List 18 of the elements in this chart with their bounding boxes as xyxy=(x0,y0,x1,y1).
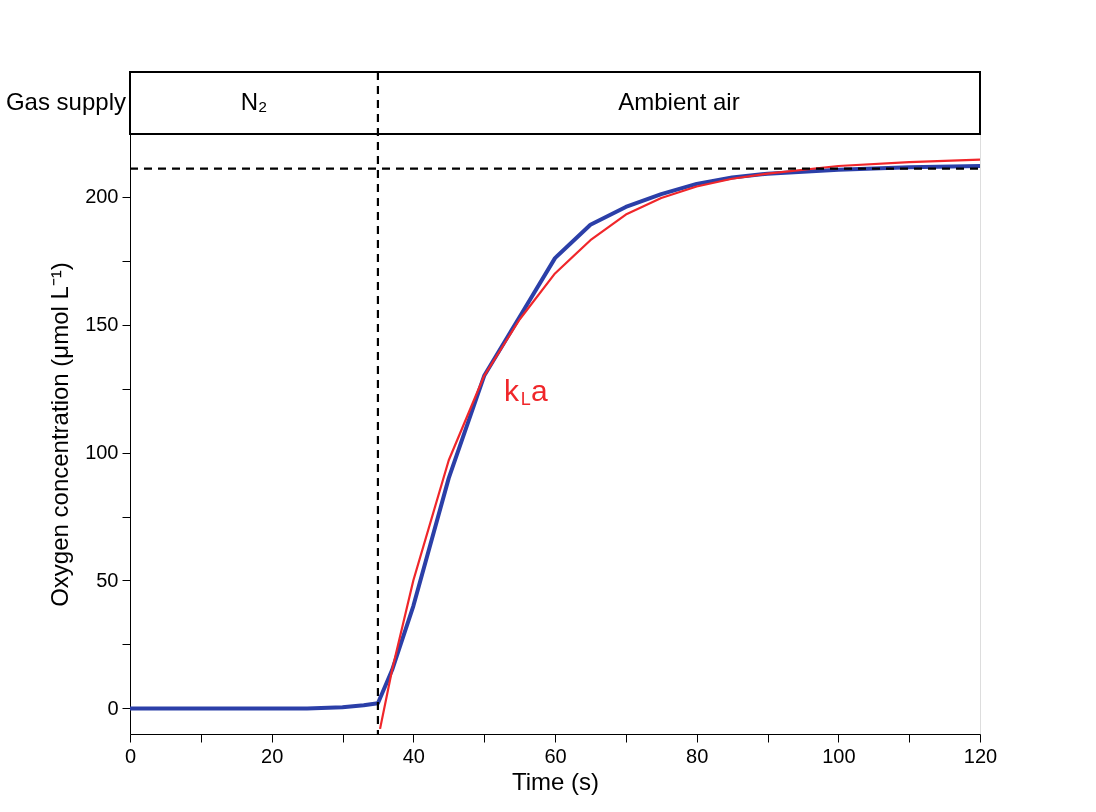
text: Ambient air xyxy=(618,88,740,115)
x-tick-label: 100 xyxy=(822,744,856,767)
x-tick-label: 0 xyxy=(124,744,137,767)
x-axis-title: Time (s) xyxy=(511,767,600,795)
y-tick-label: 0 xyxy=(107,696,119,719)
text: N₂ xyxy=(240,88,268,115)
x-tick-label: 20 xyxy=(261,744,284,767)
y-tick-label: 150 xyxy=(85,313,119,336)
line-series xyxy=(378,158,980,730)
x-tick-label: 40 xyxy=(402,744,425,767)
text: Gas supply xyxy=(5,88,126,115)
x-tick-label: 120 xyxy=(963,744,998,767)
y-axis-title: Oxygen concentration (μmol L⁻¹) xyxy=(46,262,74,607)
x-tick-label: 60 xyxy=(544,744,567,767)
y-tick-label: 50 xyxy=(96,568,119,591)
y-tick-label: 100 xyxy=(85,441,119,464)
x-tick-label: 80 xyxy=(686,744,709,767)
y-tick-label: 200 xyxy=(85,185,119,208)
